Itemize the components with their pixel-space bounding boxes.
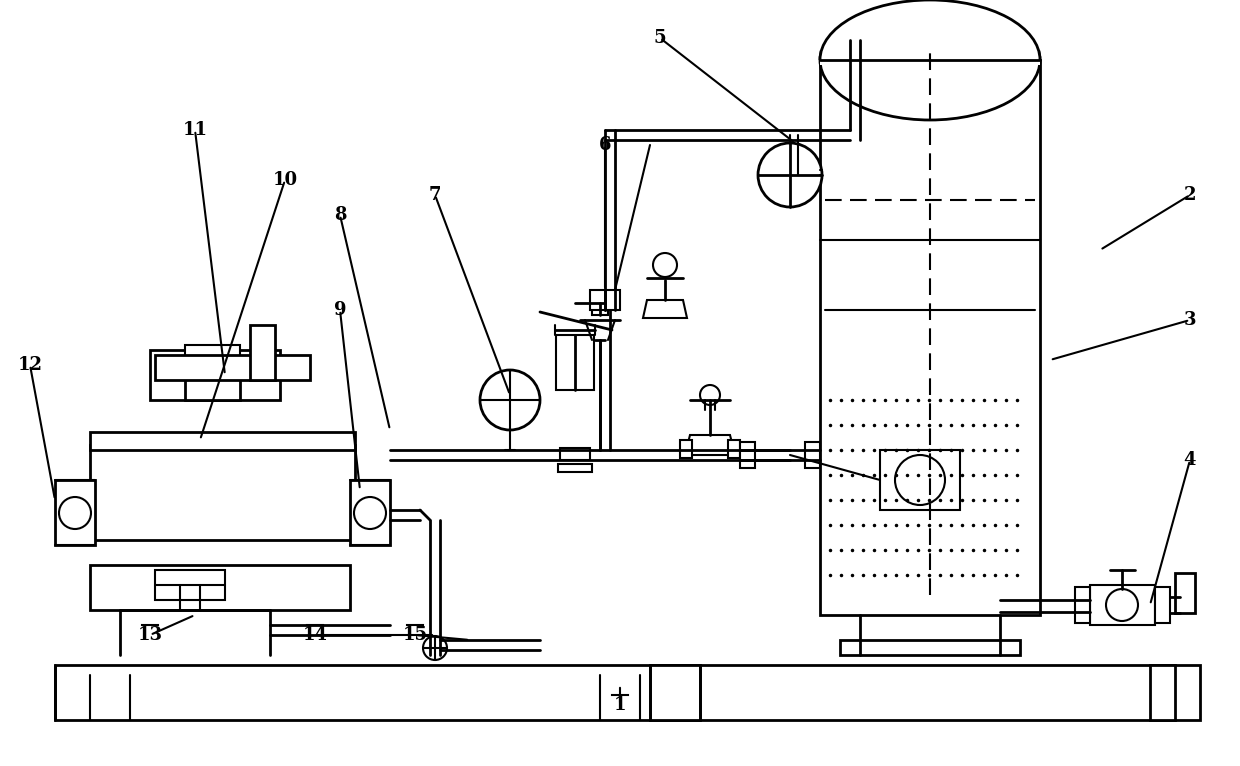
Text: 10: 10 [273, 171, 298, 189]
Circle shape [60, 497, 91, 529]
Bar [1149, 665, 1200, 720]
Bar [556, 335, 594, 390]
Bar [1176, 573, 1195, 613]
Text: 15: 15 [403, 626, 428, 644]
Bar [558, 464, 591, 472]
Circle shape [423, 636, 446, 660]
Ellipse shape [820, 0, 1040, 120]
Text: 7: 7 [429, 186, 441, 204]
Circle shape [353, 497, 386, 529]
Bar [91, 445, 355, 540]
Bar [1075, 587, 1090, 623]
Text: 12: 12 [17, 356, 42, 374]
Circle shape [758, 143, 822, 207]
Bar [820, 60, 1040, 615]
Bar [250, 325, 275, 380]
Bar [680, 440, 692, 458]
Bar [728, 440, 740, 458]
Bar [185, 370, 241, 400]
Bar [591, 303, 608, 315]
Bar [150, 350, 280, 400]
Text: 14: 14 [303, 626, 327, 644]
Text: 13: 13 [138, 626, 162, 644]
Text: 2: 2 [1184, 186, 1197, 204]
Bar [91, 432, 355, 450]
Bar [155, 355, 310, 380]
Polygon shape [644, 300, 687, 318]
Bar [560, 448, 590, 460]
Bar [91, 565, 350, 610]
Polygon shape [684, 435, 735, 455]
Circle shape [653, 253, 677, 277]
Bar [1154, 587, 1171, 623]
Bar [839, 640, 1021, 655]
Text: 3: 3 [1184, 311, 1197, 329]
Bar [805, 442, 820, 468]
Bar [155, 570, 224, 600]
Text: 8: 8 [334, 206, 346, 224]
Bar [650, 665, 701, 720]
Text: 5: 5 [653, 29, 666, 47]
Text: 1: 1 [614, 696, 626, 714]
Circle shape [701, 385, 720, 405]
Bar [55, 480, 95, 545]
Text: 6: 6 [599, 136, 611, 154]
Bar [350, 480, 391, 545]
Text: 9: 9 [334, 301, 346, 319]
Circle shape [895, 455, 945, 505]
Bar [185, 345, 241, 370]
Bar [740, 442, 755, 468]
Text: 4: 4 [1184, 451, 1197, 469]
Text: 11: 11 [182, 121, 207, 139]
Bar [55, 665, 1176, 720]
Bar [820, 0, 1040, 65]
Bar [590, 290, 620, 310]
Bar [1090, 585, 1154, 625]
Circle shape [480, 370, 539, 430]
Bar [880, 450, 960, 510]
Circle shape [1106, 589, 1138, 621]
